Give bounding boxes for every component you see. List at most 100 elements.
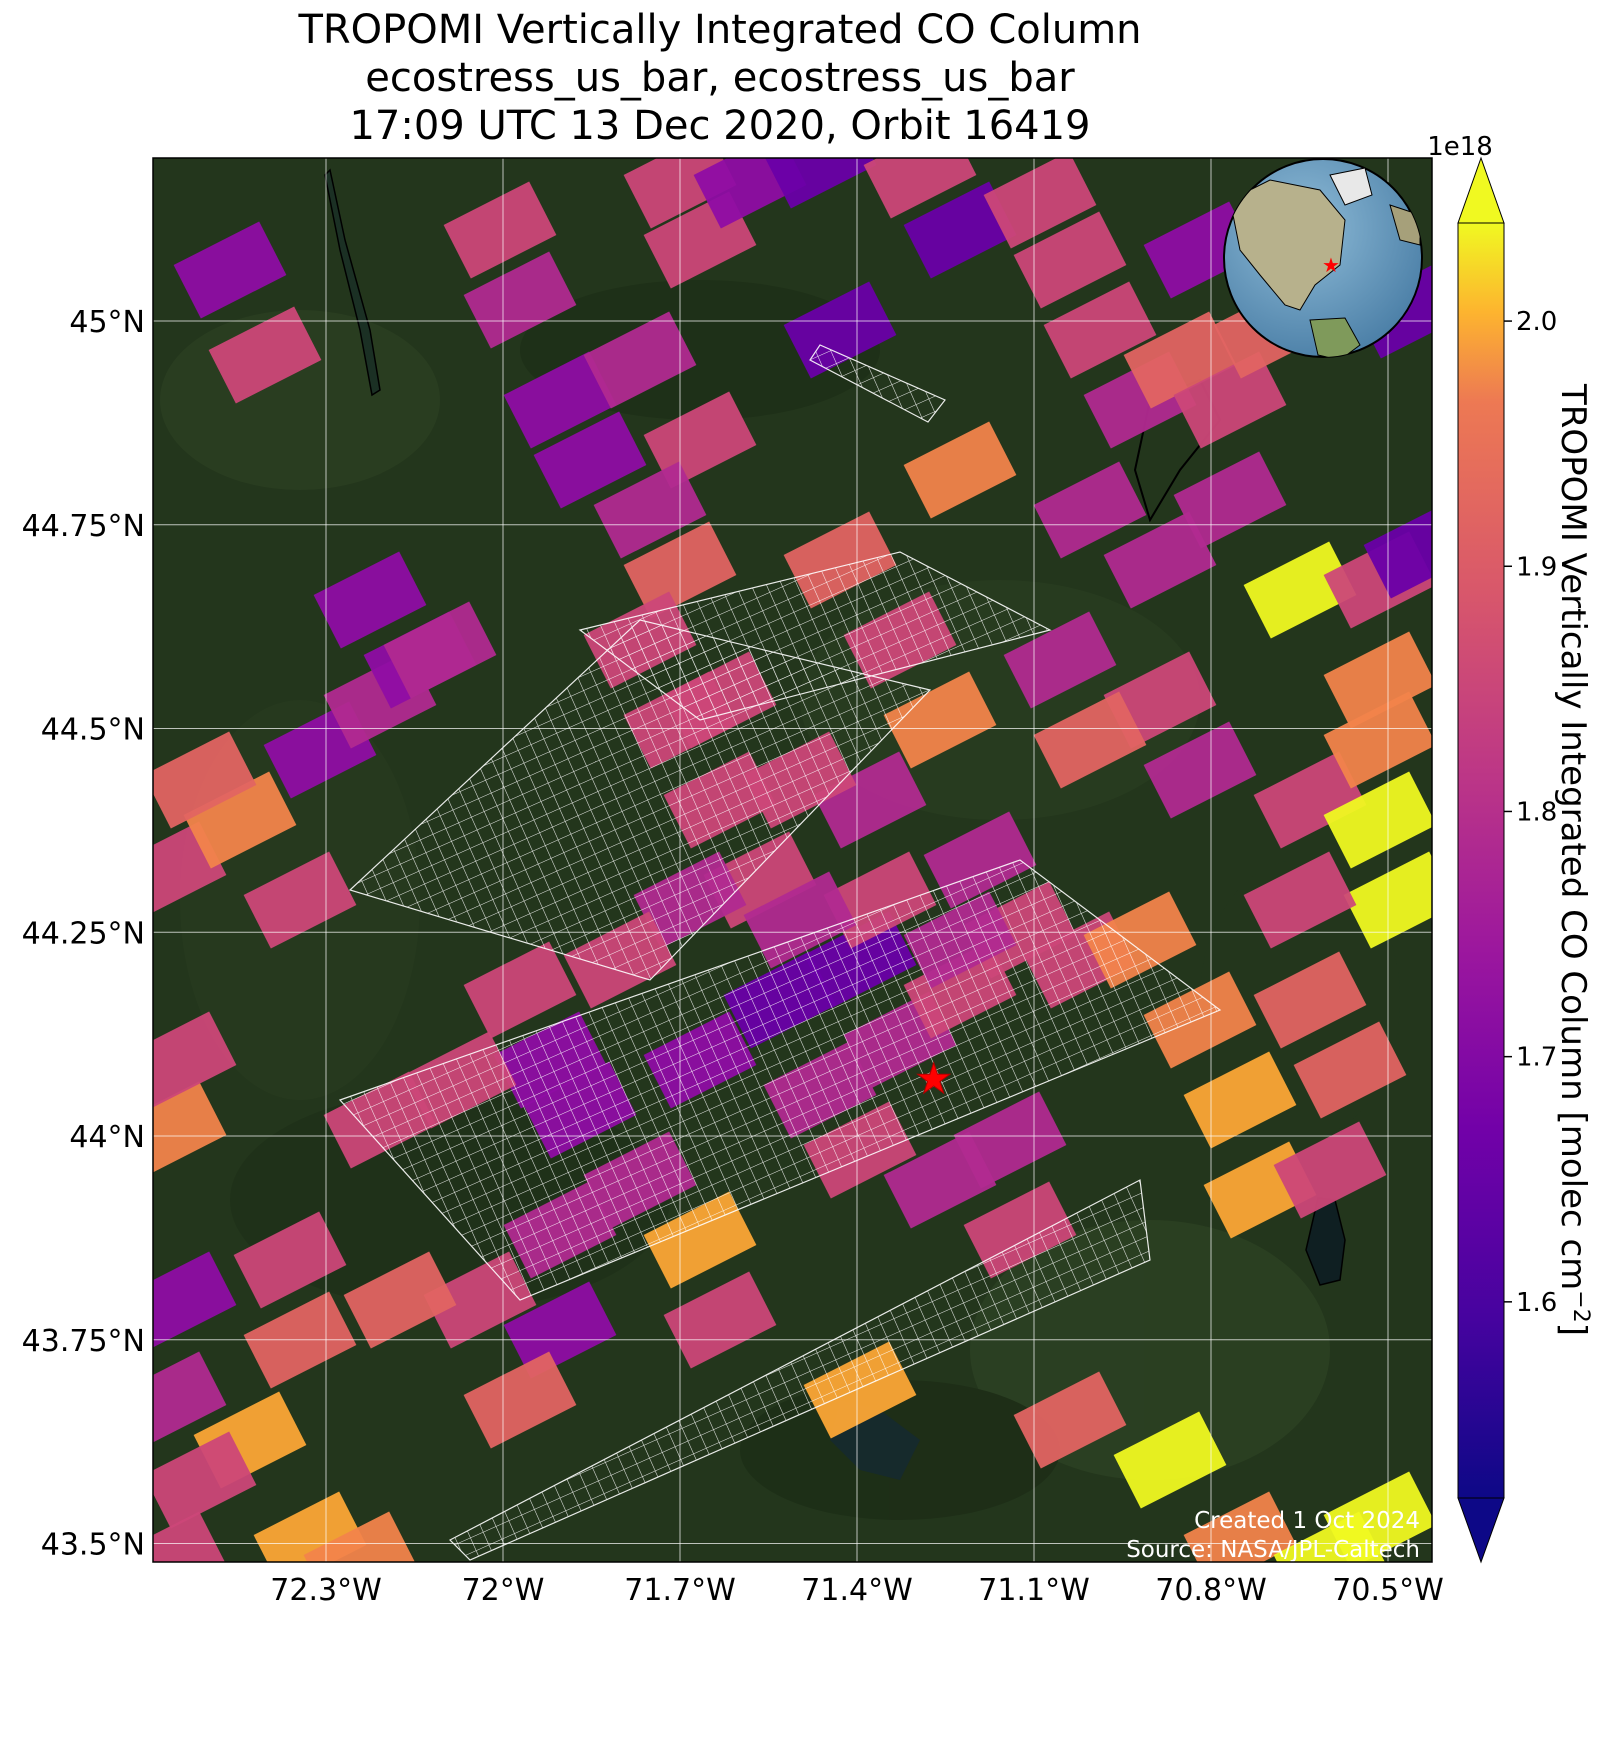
swath-footprint	[338, 859, 1222, 1301]
co-pixel	[1183, 1491, 1297, 1562]
co-pixel	[1143, 721, 1257, 819]
gridlines	[153, 158, 1432, 1562]
co-pixel	[1043, 281, 1157, 379]
co-pixel	[963, 1181, 1077, 1279]
co-pixel	[153, 1081, 227, 1179]
co-pixel	[233, 1211, 347, 1309]
map-frame	[152, 157, 1433, 1563]
lat-tick-label: 45°N	[69, 305, 145, 340]
co-pixel	[693, 158, 807, 229]
co-pixel	[743, 871, 857, 969]
co-pixel	[883, 671, 997, 769]
globe-site-star-icon: ★	[1322, 253, 1340, 277]
co-pixel	[863, 158, 977, 219]
co-pixel	[533, 411, 647, 509]
co-pixel	[1253, 951, 1367, 1049]
globe-south-america	[1309, 317, 1361, 357]
co-pixel	[153, 821, 227, 919]
co-pixel	[1143, 971, 1257, 1069]
co-pixel	[343, 1251, 457, 1349]
swath-footprint	[348, 619, 932, 981]
co-pixel	[903, 181, 1017, 279]
globe-north-america	[1229, 179, 1346, 311]
co-pixel	[1033, 461, 1147, 559]
swath-footprint	[578, 551, 1052, 721]
lon-tick-labels: 72.3°W 72°W 71.7°W 71.4°W 71.1°W 70.8°W 70.5°W	[270, 1573, 1443, 1608]
co-pixel	[643, 1191, 757, 1289]
co-pixel	[1273, 1511, 1387, 1562]
co-pixel	[153, 1351, 227, 1449]
co-pixel	[183, 771, 297, 869]
co-pixel	[1113, 1411, 1227, 1509]
co-pixel	[1173, 351, 1287, 449]
lake-left	[324, 168, 381, 397]
co-pixel	[1323, 631, 1432, 729]
co-pixel	[813, 751, 927, 849]
colorbar: 1e18 1.6 1.7 1.8 1.9 2.0 TROPOMI Vertically …	[1427, 132, 1594, 1564]
co-pixel	[1243, 851, 1357, 949]
title-line-3: 17:09 UTC 13 Dec 2020, Orbit 16419	[349, 103, 1091, 149]
co-pixel	[1343, 851, 1432, 949]
map-panel[interactable]: ★ ★ Created 1 Oct 2024 Source: NASA/JPL-…	[114, 111, 1477, 1608]
colorbar-tick-label: 1.8	[1516, 797, 1557, 827]
co-pixel	[583, 311, 697, 409]
co-pixel	[153, 1511, 227, 1562]
lon-tick-label: 70.5°W	[1332, 1573, 1443, 1608]
co-pixel	[663, 1271, 777, 1369]
co-pixel	[1003, 611, 1117, 709]
co-pixel	[1143, 201, 1257, 299]
co-pixel	[593, 461, 707, 559]
co-pixel	[503, 351, 617, 449]
ecostress-swath-footprints	[338, 344, 1222, 1561]
swath-footprint	[809, 344, 946, 423]
lat-tick-label: 44.75°N	[22, 509, 145, 544]
lat-tick-label: 43.75°N	[22, 1324, 145, 1359]
lon-tick-label: 71.4°W	[801, 1573, 912, 1608]
title-line-2: ecostress_us_bar, ecostress_us_bar	[365, 55, 1075, 101]
lon-tick-label: 71.7°W	[624, 1573, 735, 1608]
co-pixel	[153, 1431, 257, 1529]
co-pixel	[1253, 751, 1367, 849]
co-pixel	[783, 281, 897, 379]
co-pixel	[763, 158, 877, 209]
co-pixel	[208, 306, 322, 404]
colorbar-tick-label: 2.0	[1516, 307, 1557, 337]
credit-line-2: Source: NASA/JPL-Caltech	[1126, 1537, 1420, 1563]
co-pixel	[463, 941, 577, 1039]
colorbar-tick-label: 1.7	[1516, 1043, 1557, 1073]
co-pixel	[903, 421, 1017, 519]
lon-tick-label: 72°W	[462, 1573, 545, 1608]
co-pixel	[443, 181, 557, 279]
co-pixel	[153, 1251, 237, 1349]
co-pixel	[883, 1131, 997, 1229]
colorbar-label: TROPOMI Vertically Integrated CO Column …	[1553, 383, 1594, 1336]
lat-tick-label: 44.25°N	[22, 916, 145, 951]
co-pixel	[153, 1011, 237, 1109]
co-pixel	[503, 1281, 617, 1379]
inset-globe: ★	[1223, 158, 1423, 358]
globe-greenland	[1329, 167, 1373, 206]
co-pixel	[253, 1491, 367, 1562]
credit-line-1: Created 1 Oct 2024	[1194, 1508, 1420, 1534]
co-pixel	[303, 1511, 417, 1562]
colorbar-tick-label: 1.6	[1516, 1288, 1557, 1318]
lat-tick-label: 44.5°N	[41, 713, 145, 748]
co-pixel	[1033, 691, 1147, 789]
lon-tick-label: 70.8°W	[1155, 1573, 1266, 1608]
co-pixel	[243, 851, 357, 949]
co-pixel	[1243, 541, 1357, 639]
co-pixel	[1183, 1051, 1297, 1149]
co-pixel	[1323, 691, 1432, 789]
co-pixel	[1123, 311, 1237, 409]
lat-tick-label: 43.5°N	[41, 1528, 145, 1563]
colorbar-extend-max	[1457, 156, 1505, 224]
co-pixel	[1323, 771, 1432, 869]
co-pixel	[983, 158, 1097, 249]
co-pixel	[643, 391, 757, 489]
colorbar-tick-label: 1.9	[1516, 552, 1557, 582]
swath-footprint	[448, 1179, 1151, 1561]
lat-tick-label: 44°N	[69, 1120, 145, 1155]
co-pixel	[1013, 211, 1127, 309]
co-pixel	[313, 551, 427, 649]
colorbar-gradient	[1458, 223, 1504, 1498]
